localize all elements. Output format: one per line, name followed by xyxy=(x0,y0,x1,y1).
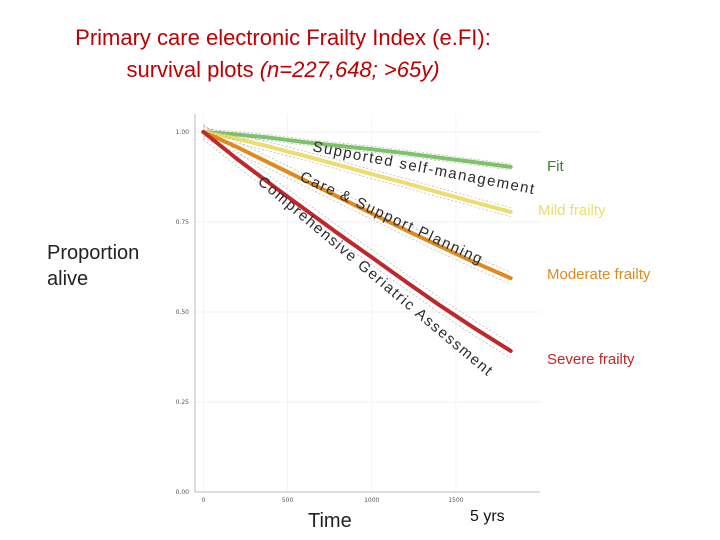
y-axis-label: Proportion alive xyxy=(47,240,139,292)
slide-title: Primary care electronic Frailty Index (e… xyxy=(0,22,566,86)
x-tick-label-2: 1000 xyxy=(364,497,379,504)
series-line-moderate-frailty xyxy=(201,130,513,281)
y-axis-label-line-2: alive xyxy=(47,268,89,290)
legend-entry-fit: Fit xyxy=(547,158,564,175)
series-line-fit xyxy=(201,130,513,169)
ci-lower-severe-frailty xyxy=(203,139,511,359)
x-axis-annotation: 5 yrs xyxy=(470,508,505,525)
ci-upper-fit xyxy=(203,128,511,165)
legend-entry-moderate-frailty: Moderate frailty xyxy=(547,266,651,283)
y-tick-label-2: 0.50 xyxy=(176,309,190,316)
ci-lower-mild-frailty xyxy=(203,136,511,217)
ci-upper-moderate-frailty xyxy=(203,125,511,273)
y-tick-label-1: 0.25 xyxy=(176,399,190,406)
ci-upper-severe-frailty xyxy=(203,124,511,344)
title-line-2: survival plots (n=227,648; >65y) xyxy=(0,54,566,86)
title-line-2-italic: (n=227,648; >65y) xyxy=(259,57,440,82)
x-tick-label-0: 0 xyxy=(202,497,206,504)
y-tick-label-4: 1.00 xyxy=(176,129,190,136)
ci-lower-fit xyxy=(203,134,511,171)
y-tick-label-0: 0.00 xyxy=(176,489,190,496)
series-line-mild-frailty xyxy=(201,130,513,214)
x-tick-label-3: 1500 xyxy=(448,497,463,504)
ci-upper-mild-frailty xyxy=(203,127,511,208)
x-axis-label: Time xyxy=(308,510,352,532)
y-tick-label-3: 0.75 xyxy=(176,219,190,226)
x-tick-label-1: 500 xyxy=(282,497,294,504)
title-line-2-plain: survival plots xyxy=(126,57,260,82)
chart-axes: 0.00 0.25 0.50 0.75 1.00 0 500 1000 1500 xyxy=(176,114,540,504)
legend-entry-mild-frailty: Mild frailty xyxy=(538,202,606,219)
title-line-1: Primary care electronic Frailty Index (e… xyxy=(75,25,491,50)
series-line-severe-frailty xyxy=(201,130,513,353)
y-axis-label-line-1: Proportion xyxy=(47,242,140,264)
series-layer xyxy=(201,124,513,359)
ci-lower-moderate-frailty xyxy=(203,137,511,285)
legend-entry-severe-frailty: Severe frailty xyxy=(547,351,635,368)
